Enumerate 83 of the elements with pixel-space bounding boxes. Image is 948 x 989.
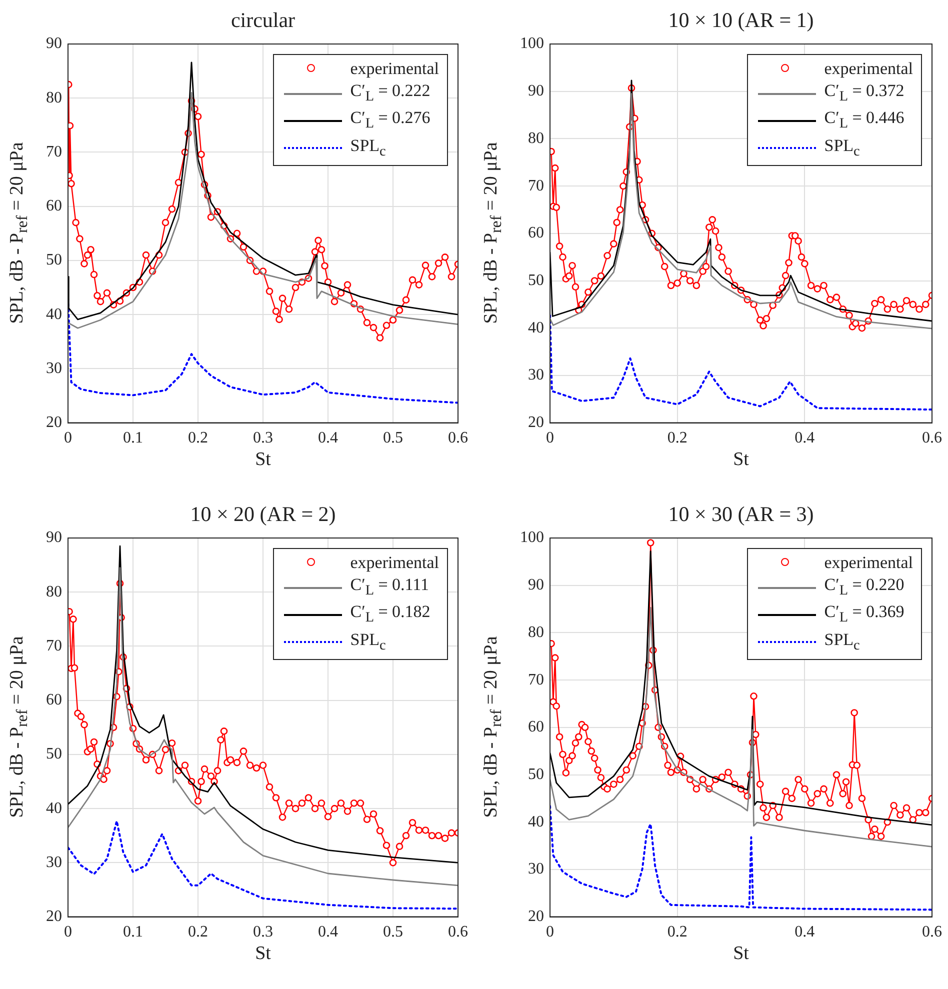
y-tick-label: 50 xyxy=(528,272,544,289)
y-tick-label: 50 xyxy=(46,746,62,763)
line-series xyxy=(550,805,932,911)
legend-label: experimental xyxy=(824,58,913,80)
x-tick-label: 0.5 xyxy=(383,924,403,941)
legend-label: SPL$_{c}$ xyxy=(824,134,860,162)
legend-label: SPL$_{c}$ xyxy=(350,628,386,656)
legend-label: C′$_{L}$ = 0.276 xyxy=(350,107,430,134)
y-tick-label: 50 xyxy=(46,252,62,269)
y-tick-label: 70 xyxy=(46,637,62,654)
x-tick-label: 0.6 xyxy=(448,430,468,447)
x-tick-label: 0 xyxy=(546,430,554,447)
x-axis-title: St xyxy=(732,448,750,471)
x-tick-label: 0.3 xyxy=(253,430,273,447)
y-tick-label: 70 xyxy=(528,177,544,194)
x-axis-title: St xyxy=(254,448,272,471)
legend-label: SPL$_{c}$ xyxy=(824,628,860,656)
x-tick-label: 0.1 xyxy=(123,430,143,447)
x-tick-label: 0.2 xyxy=(188,430,208,447)
y-tick-label: 90 xyxy=(46,529,62,546)
x-tick-label: 0.2 xyxy=(188,924,208,941)
y-tick-label: 40 xyxy=(46,800,62,817)
legend-label: experimental xyxy=(824,552,913,574)
legend-label: C′$_{L}$ = 0.111 xyxy=(350,574,430,600)
legend-label: C′$_{L}$ = 0.220 xyxy=(824,574,904,600)
x-tick-label: 0.4 xyxy=(318,430,338,447)
y-tick-label: 100 xyxy=(520,529,544,546)
y-tick-label: 80 xyxy=(46,583,62,600)
x-tick-label: 0 xyxy=(64,430,72,447)
y-tick-label: 60 xyxy=(528,224,544,242)
x-tick-label: 0 xyxy=(64,924,72,941)
x-tick-label: 0.1 xyxy=(123,924,143,941)
x-axis-title: St xyxy=(732,942,750,965)
chart-title: 10 × 20 (AR = 2) xyxy=(189,502,337,527)
y-tick-label: 90 xyxy=(46,35,62,52)
legend-label: C′$_{L}$ = 0.182 xyxy=(350,601,430,628)
y-tick-label: 30 xyxy=(528,366,544,384)
y-tick-label: 80 xyxy=(528,624,544,641)
y-tick-label: 80 xyxy=(46,89,62,106)
x-tick-label: 0.4 xyxy=(318,924,338,941)
y-tick-label: 90 xyxy=(528,82,544,100)
legend-label: C′$_{L}$ = 0.222 xyxy=(350,80,430,106)
y-tick-label: 40 xyxy=(528,813,544,830)
y-tick-label: 90 xyxy=(528,576,544,594)
legend-label: SPL$_{c}$ xyxy=(350,134,386,162)
line-series xyxy=(68,820,458,910)
y-tick-label: 50 xyxy=(528,766,544,783)
x-axis-title: St xyxy=(254,942,272,965)
y-tick-label: 30 xyxy=(46,360,62,377)
y-tick-label: 70 xyxy=(528,671,544,688)
legend-label: experimental xyxy=(350,58,439,80)
y-tick-label: 60 xyxy=(46,198,62,215)
y-tick-label: 20 xyxy=(528,908,544,926)
line-series xyxy=(550,314,932,411)
y-tick-label: 60 xyxy=(46,692,62,709)
legend-label: C′$_{L}$ = 0.446 xyxy=(824,107,904,134)
chart-title: 10 × 30 (AR = 3) xyxy=(667,502,815,527)
y-tick-label: 30 xyxy=(46,854,62,871)
y-tick-label: 40 xyxy=(528,319,544,336)
x-tick-label: 0.6 xyxy=(922,924,942,941)
x-tick-label: 0.5 xyxy=(383,430,403,447)
y-tick-label: 40 xyxy=(46,306,62,323)
x-tick-label: 0.3 xyxy=(253,924,273,941)
x-tick-label: 0.2 xyxy=(667,924,688,941)
x-tick-label: 0.4 xyxy=(794,924,815,941)
y-tick-label: 100 xyxy=(520,35,544,52)
x-tick-label: 0 xyxy=(546,924,554,941)
x-tick-label: 0.6 xyxy=(448,924,468,941)
legend-label: experimental xyxy=(350,552,439,574)
x-tick-label: 0.6 xyxy=(922,430,942,447)
y-tick-label: 70 xyxy=(46,143,62,160)
chart-title: circular xyxy=(230,8,296,33)
x-tick-label: 0.2 xyxy=(667,430,688,447)
y-tick-label: 20 xyxy=(46,414,62,432)
y-tick-label: 20 xyxy=(528,414,544,432)
legend-label: C′$_{L}$ = 0.372 xyxy=(824,80,904,106)
legend-label: C′$_{L}$ = 0.369 xyxy=(824,601,904,628)
x-tick-label: 0.4 xyxy=(794,430,815,447)
chart-title: 10 × 10 (AR = 1) xyxy=(667,8,815,33)
y-tick-label: 20 xyxy=(46,908,62,926)
y-tick-label: 60 xyxy=(528,718,544,736)
y-tick-label: 80 xyxy=(528,130,544,147)
y-tick-label: 30 xyxy=(528,860,544,878)
